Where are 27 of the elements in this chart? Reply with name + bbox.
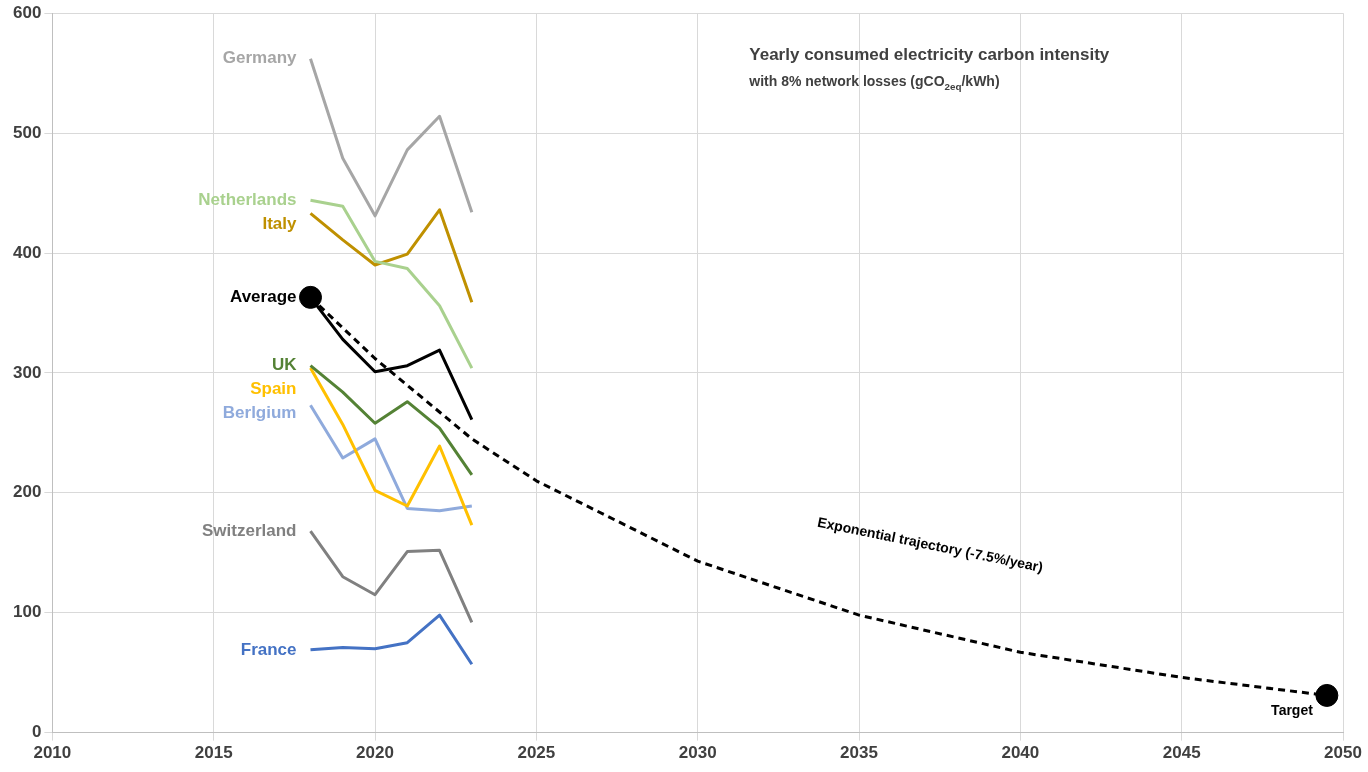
x-tick-label: 2020	[356, 743, 394, 763]
series-label: UK	[271, 355, 298, 375]
x-tick-label: 2045	[1162, 743, 1201, 763]
series-label: Average	[230, 287, 297, 307]
x-tick-label: 2030	[678, 743, 717, 763]
x-tick-label: 2010	[33, 743, 72, 763]
y-tick-label: 600	[12, 2, 42, 22]
series-label: France	[240, 639, 297, 659]
series-label: Berlgium	[222, 403, 297, 423]
y-tick-label: 400	[12, 242, 42, 262]
series-label: Switzerland	[202, 520, 297, 540]
y-tick-label: 300	[12, 362, 42, 382]
y-tick-label: 0	[31, 722, 42, 742]
x-tick-label: 2050	[1324, 743, 1362, 763]
series-label: Netherlands	[198, 189, 297, 209]
y-tick-label: 200	[12, 482, 42, 502]
x-tick-label: 2040	[1001, 743, 1040, 763]
y-tick-label: 100	[12, 602, 42, 622]
annotation: Target	[1271, 702, 1314, 719]
x-tick-label: 2015	[194, 743, 233, 763]
series-label: Germany	[222, 48, 298, 68]
x-tick-label: 2035	[840, 743, 878, 763]
series-label: Spain	[250, 379, 297, 399]
y-tick-label: 500	[12, 122, 42, 142]
text: Yearly consumed electricity carbon intensity	[749, 44, 1110, 64]
x-tick-label: 2025	[517, 743, 556, 763]
series-label: Italy	[262, 213, 298, 233]
